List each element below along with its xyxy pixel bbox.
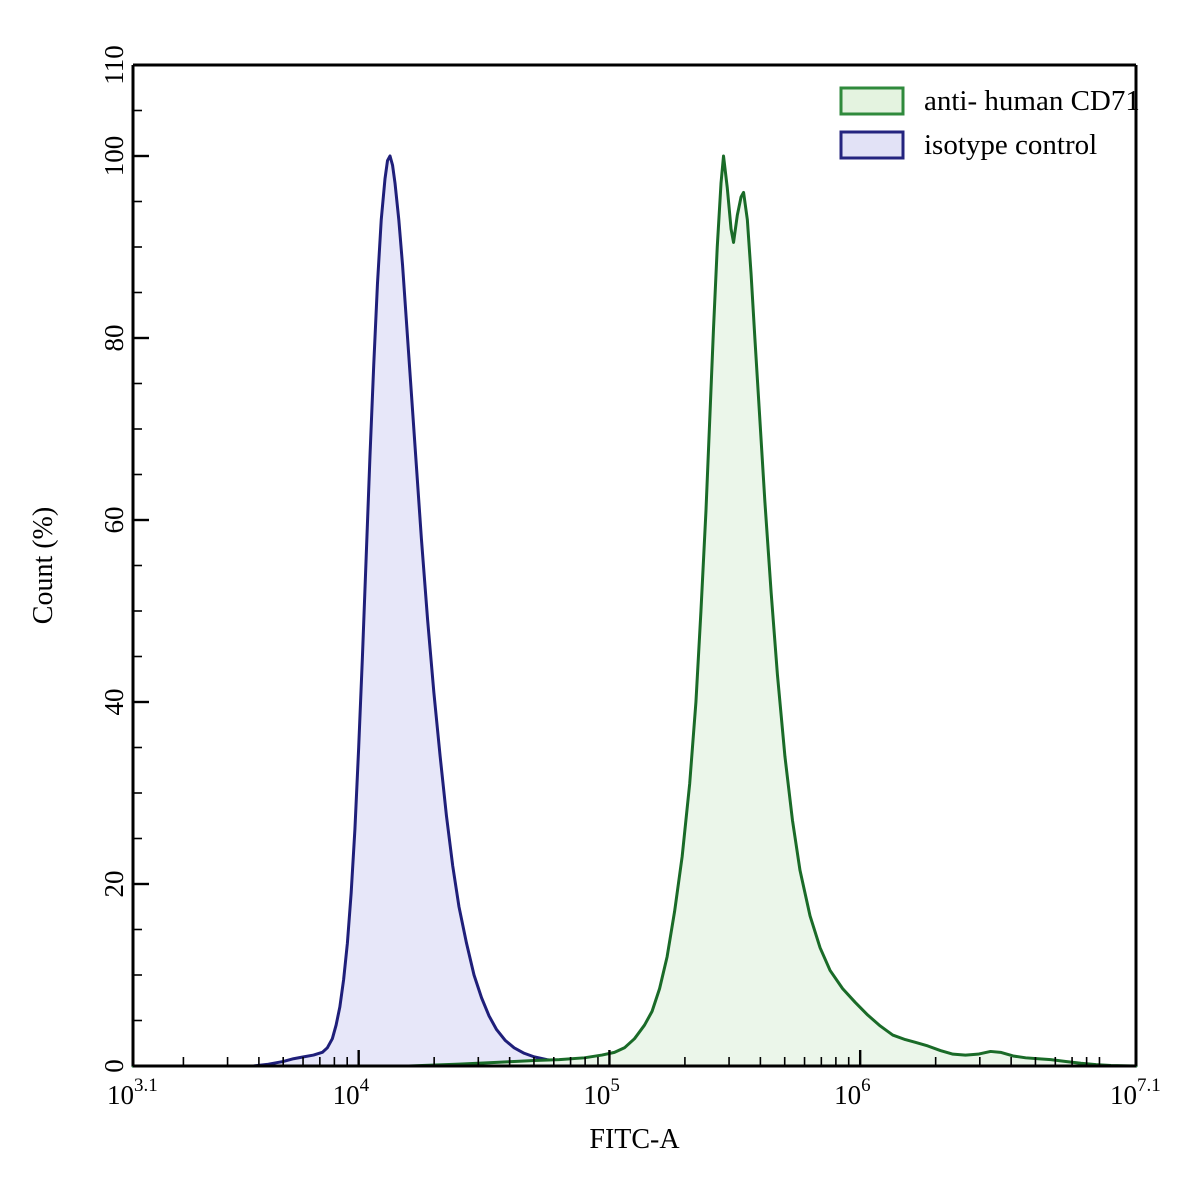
y-axis-title: Count (%) [28, 507, 59, 624]
y-axis-ticks: 0 20 40 60 80 100 110 [99, 45, 149, 1073]
legend-label-isotype: isotype control [924, 129, 1097, 161]
legend-item-cd71[interactable]: anti- human CD71 [839, 85, 1140, 117]
y-tick-label: 40 [99, 689, 129, 716]
x-tick-label: 107.1 [1110, 1075, 1161, 1110]
x-tick-label: 104 [333, 1075, 370, 1110]
x-tick-label: 106 [834, 1075, 871, 1110]
y-tick-label: 60 [99, 507, 129, 534]
legend-item-isotype[interactable]: isotype control [839, 129, 1097, 161]
series-fill-isotype [133, 156, 1136, 1066]
y-tick-label: 110 [99, 45, 129, 85]
legend-label-cd71: anti- human CD71 [924, 85, 1140, 117]
legend-swatch-cd71 [839, 86, 905, 116]
x-tick-exponent: 4 [360, 1075, 370, 1096]
x-axis-title: FITC-A [589, 1124, 680, 1155]
plot-area-background [133, 65, 1136, 1066]
x-tick-exponent: 5 [610, 1075, 620, 1096]
x-tick-exponent: 6 [861, 1075, 871, 1096]
legend-swatch-isotype [839, 130, 905, 160]
y-tick-label: 0 [99, 1059, 129, 1073]
series-cd71 [131, 154, 1138, 1068]
x-tick-exponent: 7.1 [1137, 1075, 1161, 1096]
y-tick-label: 100 [99, 136, 129, 177]
legend: anti- human CD71 isotype control [839, 85, 1140, 161]
y-tick-label: 20 [99, 871, 129, 898]
x-tick-exponent: 3.1 [134, 1075, 158, 1096]
x-tick-label: 103.1 [107, 1075, 158, 1110]
y-tick-label: 80 [99, 325, 129, 352]
series-outline-cd71 [131, 154, 1138, 1068]
x-tick-label: 105 [583, 1075, 620, 1110]
